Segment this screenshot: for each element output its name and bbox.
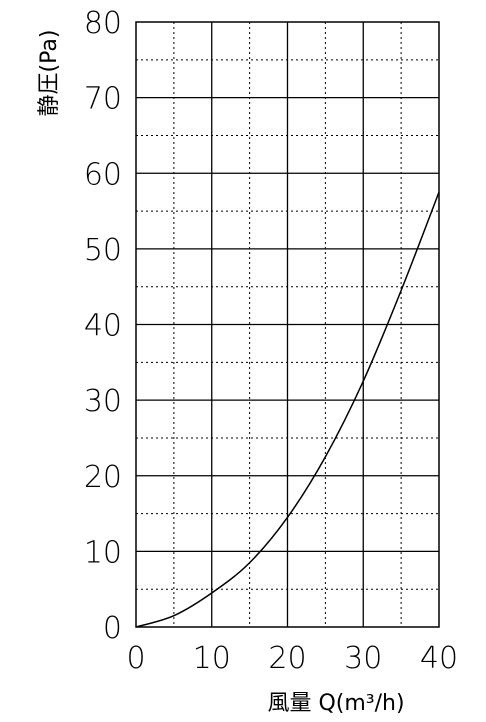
y-tick-label: 80 [84,6,122,41]
y-axis-label: 静圧(Pa) [37,30,62,117]
y-tick-label: 10 [84,535,122,570]
series-line [135,191,440,628]
x-tick-labels: 0 10 20 30 40 [126,641,458,676]
y-tick-label: 50 [84,233,122,268]
y-tick-label: 0 [103,611,122,646]
series-group [135,191,440,628]
x-tick-label: 0 [126,641,145,676]
plot-frame [135,21,440,628]
y-tick-labels: 0 10 20 30 40 50 60 70 80 [84,6,122,646]
x-tick-label: 20 [268,641,306,676]
y-tick-label: 30 [84,384,122,419]
x-tick-label: 30 [344,641,382,676]
y-tick-label: 20 [84,460,122,495]
grid [136,22,439,627]
y-tick-label: 70 [84,82,122,117]
x-tick-label: 10 [193,641,231,676]
y-tick-label: 40 [84,309,122,344]
x-axis-label: 風量 Q(m³/h) [267,691,404,716]
x-tick-label: 40 [420,641,458,676]
y-tick-label: 60 [84,157,122,192]
